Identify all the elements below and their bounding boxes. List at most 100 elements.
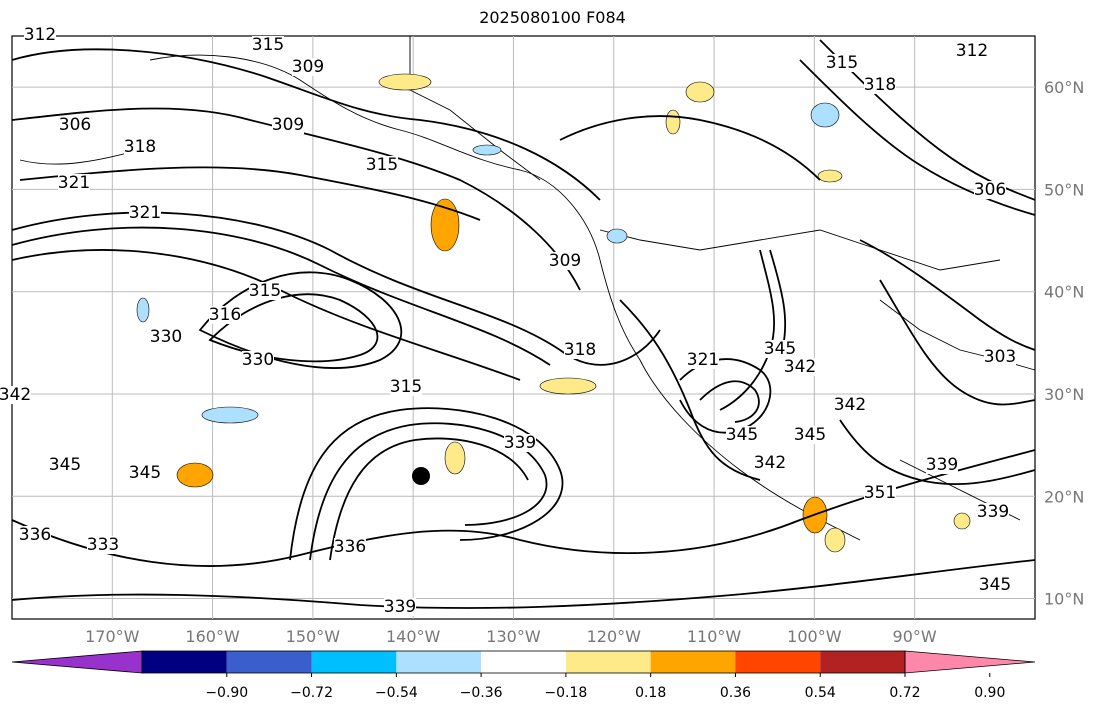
colorbar-tick-label: 0.18 (635, 685, 666, 701)
contour-label: 345 (49, 455, 81, 475)
colorbar-segment (735, 651, 821, 673)
contour-label: 345 (726, 425, 758, 445)
longitude-tick-labels: 170°W 160°W 150°W 140°W 130°W 120°W 110°W 100°W… (85, 627, 937, 646)
contour-label: 321 (58, 173, 90, 193)
contour-label-bg (826, 54, 858, 72)
contour-label: 342 (834, 395, 866, 415)
contour-label: 312 (956, 41, 988, 61)
contour-label: 333 (87, 535, 119, 555)
contour-label: 342 (784, 357, 816, 377)
contour-label-bg (129, 464, 161, 482)
contour-label-bg (977, 503, 1009, 521)
lat-tick-label: 20°N (1044, 487, 1084, 506)
contour-label-bg (504, 434, 536, 452)
contour-label: 339 (384, 597, 416, 617)
contour-label-bg (864, 484, 896, 502)
contour-label: 339 (926, 455, 958, 475)
lon-tick-label: 120°W (587, 627, 642, 646)
shaded-patches (136, 73, 971, 553)
colorbar-segment (481, 651, 566, 673)
contour-label-bg (0, 386, 31, 404)
contour-label: 306 (974, 180, 1006, 200)
contour-label-bg (366, 156, 398, 174)
lon-tick-label: 110°W (687, 627, 742, 646)
lat-tick-label: 50°N (1044, 180, 1084, 199)
plot-title: 2025080100 F084 (479, 8, 626, 27)
colorbar-segment (565, 651, 651, 673)
colorbar (11, 650, 1036, 674)
colorbar-tick-label: −0.18 (544, 685, 587, 701)
contour-label-bg (726, 426, 758, 444)
colorbar-segment (142, 651, 227, 673)
colorbar-tick-label: −0.90 (205, 685, 248, 701)
colorbar-segment (396, 651, 482, 673)
contour-label-bg (390, 378, 422, 396)
contour-label: 303 (984, 347, 1016, 367)
lat-tick-label: 40°N (1044, 283, 1084, 302)
lon-tick-label: 100°W (787, 627, 842, 646)
lat-tick-label: 60°N (1044, 78, 1084, 97)
contour-labels: 312 315 309 306 309 318 321 315 321 315 316 330 330 3… (0, 25, 1016, 617)
contour-label-bg (794, 426, 826, 444)
contour-label: 336 (334, 537, 366, 557)
contour-label: 315 (252, 35, 284, 55)
contour-label-bg (784, 358, 816, 376)
lon-tick-label: 90°W (893, 627, 937, 646)
contour-label: 318 (864, 75, 896, 95)
contour-label: 321 (129, 203, 161, 223)
contour-label-bg (150, 328, 182, 346)
contour-label: 306 (59, 115, 91, 135)
latitude-tick-labels: 60°N 50°N 40°N 30°N 20°N 10°N (1044, 78, 1084, 608)
contour-label-bg (24, 26, 56, 44)
colorbar-tick-label: 0.72 (889, 685, 920, 701)
contour-lines (11, 39, 1036, 609)
contour-label: 315 (826, 53, 858, 73)
contour-label-bg (549, 252, 581, 270)
contour-label-bg (979, 576, 1011, 594)
colorbar-extend-max (904, 650, 1036, 674)
colorbar-tick-label: −0.36 (460, 685, 503, 701)
contour-label-bg (974, 181, 1006, 199)
lon-tick-label: 150°W (286, 627, 341, 646)
colorbar-segment (226, 651, 312, 673)
contour-label: 316 (209, 305, 241, 325)
contour-label: 318 (124, 137, 156, 157)
colorbar-segment (311, 651, 397, 673)
contour-label-bg (272, 116, 304, 134)
contour-label-bg (384, 598, 416, 616)
contour-label-bg (129, 204, 161, 222)
contour-label-bg (19, 526, 51, 544)
map-area (11, 35, 1036, 620)
contour-label-bg (754, 454, 786, 472)
contour-label: 342 (754, 453, 786, 473)
contour-label-bg (49, 456, 81, 474)
contour-label: 336 (19, 525, 51, 545)
contour-label-bg (834, 396, 866, 414)
contour-label: 309 (272, 115, 304, 135)
contour-label: 345 (794, 425, 826, 445)
contour-label: 321 (687, 350, 719, 370)
colorbar-tick-label: −0.54 (375, 685, 418, 701)
lon-tick-label: 160°W (185, 627, 240, 646)
lon-tick-label: 140°W (386, 627, 441, 646)
contour-label-bg (687, 351, 719, 369)
contour-label: 309 (292, 57, 324, 77)
colorbar-tick-label: 0.54 (805, 685, 836, 701)
contour-label: 309 (549, 251, 581, 271)
contour-label-bg (764, 340, 796, 358)
contour-label: 345 (764, 339, 796, 359)
contour-label-bg (956, 42, 988, 60)
contour-label-bg (87, 536, 119, 554)
contour-label: 315 (390, 377, 422, 397)
contour-label: 318 (564, 340, 596, 360)
contour-label-bg (58, 174, 90, 192)
contour-label: 315 (366, 155, 398, 175)
contour-label-bg (59, 116, 91, 134)
contour-label: 312 (24, 25, 56, 45)
storm-center-dot (412, 467, 430, 485)
colorbar-tick-label: 0.36 (720, 685, 751, 701)
contour-label-bg (209, 306, 241, 324)
contour-label: 339 (977, 502, 1009, 522)
colorbar-tick-labels: −0.90 −0.72 −0.54 −0.36 −0.18 0.18 0.36 0.54 0.7… (205, 673, 1005, 701)
